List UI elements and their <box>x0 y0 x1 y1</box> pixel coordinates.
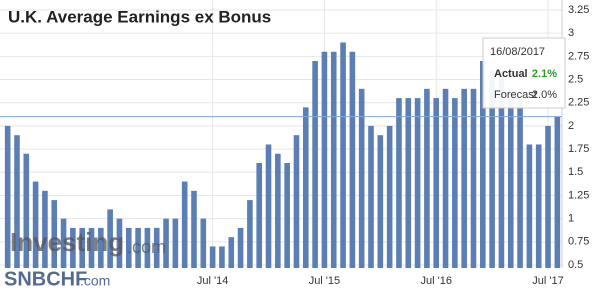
y-tick-label: 1 <box>568 213 574 225</box>
bar <box>545 125 551 268</box>
bar <box>554 116 561 269</box>
bar <box>293 135 300 268</box>
bar <box>442 88 449 269</box>
y-tick-label: 1.25 <box>568 189 589 201</box>
bar <box>489 70 495 268</box>
tooltip-box <box>482 37 566 109</box>
bar <box>163 218 169 268</box>
bar <box>116 218 123 268</box>
bars <box>4 42 561 269</box>
bar <box>60 218 67 268</box>
bar <box>200 218 207 268</box>
bar <box>125 227 132 268</box>
bar <box>237 227 244 268</box>
watermark: Investing .com SNBCHF .com <box>4 227 166 290</box>
bar <box>88 227 95 268</box>
bar <box>135 227 141 268</box>
bar <box>470 88 477 269</box>
bar <box>349 51 356 269</box>
bar <box>302 107 309 268</box>
bar <box>414 98 421 268</box>
bar <box>526 144 533 268</box>
y-tick-label: 0.5 <box>568 259 583 271</box>
bar <box>340 42 346 268</box>
bar <box>247 200 253 268</box>
bar <box>452 98 458 268</box>
watermark-source-suffix: .com <box>80 273 110 289</box>
y-tick-label: 3.25 <box>568 4 589 16</box>
bar <box>461 88 467 269</box>
bar <box>396 98 402 268</box>
x-tick-label: Jul '17 <box>532 275 563 287</box>
bar <box>321 51 328 269</box>
bar <box>23 153 30 268</box>
bar <box>330 51 337 269</box>
bar <box>284 163 290 268</box>
bar <box>256 163 263 268</box>
bar <box>312 61 318 268</box>
watermark-suffix: .com <box>127 237 166 257</box>
watermark-brand: Investing <box>10 227 124 257</box>
bar <box>79 227 85 268</box>
y-tick-label: 0.75 <box>568 236 589 248</box>
bar <box>98 227 104 268</box>
bar <box>535 144 542 268</box>
bar <box>265 144 272 268</box>
y-tick-label: 3 <box>568 27 574 39</box>
y-tick-label: 2 <box>568 120 574 132</box>
bar <box>219 246 225 268</box>
bar <box>209 246 216 268</box>
y-tick-label: 1.75 <box>568 143 589 155</box>
bar <box>507 88 514 269</box>
tooltip-forecast-value: 2.0% <box>532 89 557 101</box>
y-tick-label: 1.5 <box>568 166 583 178</box>
x-tick-label: Jul '14 <box>197 275 228 287</box>
tooltip-actual-value: 2.1% <box>532 68 557 80</box>
bar <box>144 227 151 268</box>
y-tick-label: 2.75 <box>568 50 589 62</box>
bar <box>358 88 365 269</box>
bar <box>275 153 281 268</box>
bar <box>172 218 179 268</box>
bar <box>42 190 48 268</box>
watermark-source: SNBCHF <box>4 268 87 290</box>
y-tick-label: 2.25 <box>568 97 589 109</box>
bar <box>181 181 188 268</box>
chart-title: U.K. Average Earnings ex Bonus <box>8 7 271 26</box>
y-tick-label: 2.5 <box>568 73 583 85</box>
bar <box>386 125 393 268</box>
bar <box>517 98 523 268</box>
bar <box>480 61 486 268</box>
bar <box>32 181 39 268</box>
bar <box>4 125 11 268</box>
tooltip: 16/08/2017 Actual 2.1% Forecast 2.0% <box>482 37 566 109</box>
bar <box>70 227 76 268</box>
bar <box>228 237 235 268</box>
bar <box>191 190 197 268</box>
bar <box>107 209 113 268</box>
tooltip-forecast-label: Forecast <box>494 89 537 101</box>
bar <box>405 98 412 268</box>
bar <box>433 98 440 268</box>
bar <box>14 135 20 268</box>
bar <box>51 200 58 268</box>
bar <box>377 135 384 268</box>
bar <box>153 227 160 268</box>
tooltip-date: 16/08/2017 <box>490 46 545 58</box>
tooltip-actual-label: Actual <box>494 68 528 80</box>
bar <box>424 88 430 269</box>
x-tick-label: Jul '15 <box>309 275 340 287</box>
bar <box>368 125 374 268</box>
bar <box>498 70 505 268</box>
x-tick-label: Jul '16 <box>420 275 451 287</box>
